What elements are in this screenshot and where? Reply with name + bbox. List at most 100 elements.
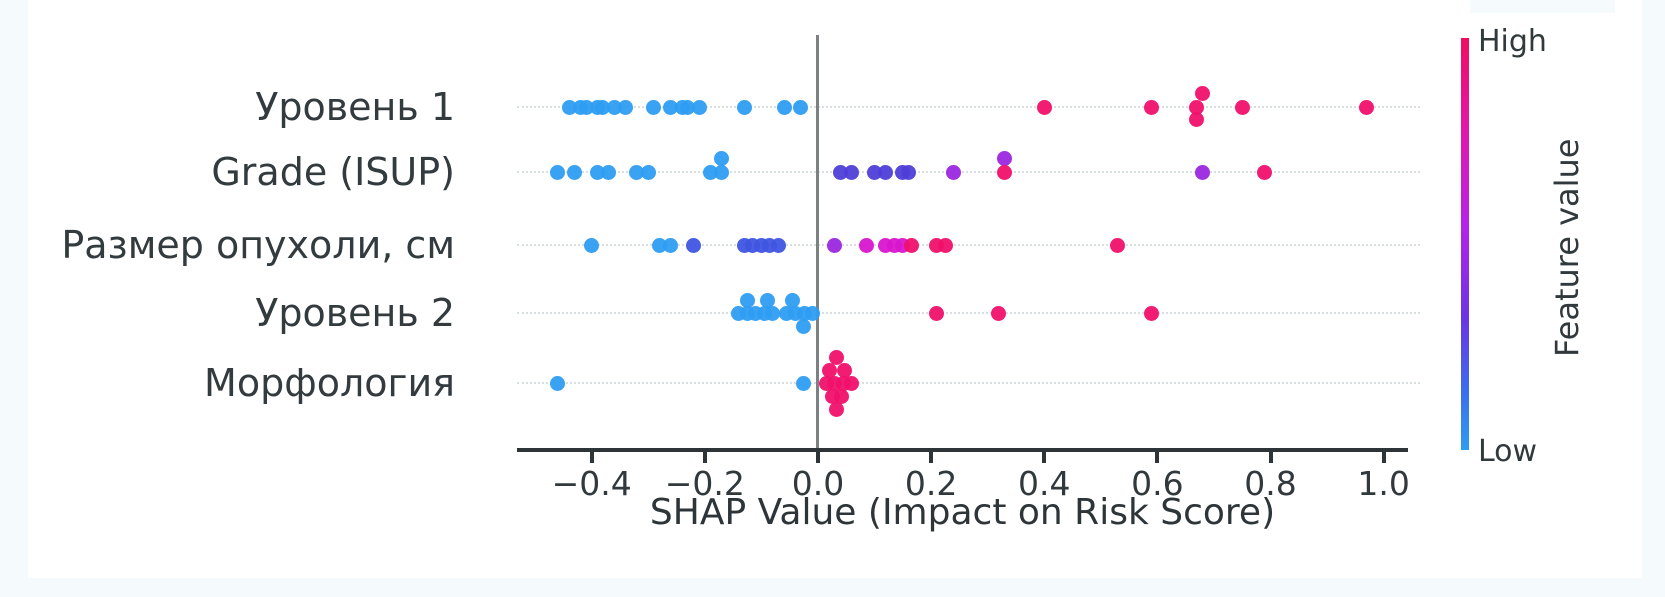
x-tick-label: 0.6 — [1131, 464, 1184, 503]
shap-point — [686, 237, 701, 253]
x-tick-mark — [702, 450, 707, 463]
shap-point — [776, 99, 792, 115]
shap-point — [1234, 99, 1250, 115]
shap-point — [652, 237, 668, 253]
y-axis-label: Морфология — [204, 361, 455, 405]
shap-point — [589, 164, 605, 180]
shap-point — [878, 164, 894, 180]
shap-point — [997, 164, 1013, 180]
shap-point — [759, 292, 775, 308]
x-tick-mark — [589, 450, 594, 463]
shap-point — [834, 388, 850, 404]
gridline — [517, 244, 1420, 246]
shap-point — [606, 99, 622, 115]
edge-tint-top-right — [1470, 0, 1615, 13]
x-tick-label: −0.2 — [664, 464, 745, 503]
x-tick-label: 1.0 — [1357, 464, 1410, 503]
shap-point — [844, 375, 860, 391]
shap-point — [844, 164, 860, 180]
shap-point — [739, 292, 755, 308]
colorbar-title: Feature value — [1548, 138, 1586, 358]
shap-point — [550, 375, 566, 391]
x-tick-mark — [1155, 450, 1160, 463]
shap-point — [1359, 99, 1375, 115]
shap-point — [1036, 99, 1052, 115]
shap-point — [601, 164, 617, 180]
shap-point — [1144, 305, 1160, 321]
shap-point — [663, 237, 679, 253]
shap-point — [702, 164, 718, 180]
shap-point — [833, 164, 849, 180]
shap-point — [867, 164, 883, 180]
gridline — [517, 312, 1420, 314]
x-tick-mark — [929, 450, 934, 463]
shap-point — [663, 99, 679, 115]
gridline — [517, 106, 1420, 108]
x-axis-spine — [517, 448, 1408, 452]
shap-point — [561, 99, 577, 115]
x-tick-label: 0.2 — [904, 464, 958, 503]
shap-point — [858, 237, 874, 253]
shap-point — [1144, 99, 1160, 115]
shap-point — [765, 305, 781, 321]
shap-point — [584, 237, 600, 253]
shap-point — [829, 349, 845, 365]
shap-point — [1189, 111, 1205, 127]
x-tick-label: 0.4 — [1017, 464, 1071, 503]
edge-tint-bottom — [0, 578, 1665, 597]
y-axis-label: Размер опухоли, см — [61, 223, 455, 267]
shap-point — [804, 305, 820, 321]
edge-tint-right — [1642, 0, 1665, 597]
shap-point — [640, 164, 656, 180]
y-axis-label: Уровень 1 — [255, 85, 455, 129]
edge-tint-left — [0, 0, 28, 597]
shap-point — [1195, 164, 1211, 180]
x-tick-mark — [1381, 450, 1386, 463]
shap-point — [903, 237, 919, 253]
shap-point — [567, 164, 583, 180]
shap-point — [929, 305, 945, 321]
colorbar-high-label: High — [1478, 24, 1547, 59]
shap-point — [796, 375, 812, 391]
zero-line — [816, 35, 820, 450]
x-tick-label: 0.0 — [791, 464, 845, 503]
shap-point — [997, 150, 1013, 166]
shap-point — [680, 99, 696, 115]
shap-point — [714, 150, 730, 166]
x-tick-label: −0.4 — [551, 464, 632, 503]
shap-point — [578, 99, 594, 115]
shap-point — [595, 99, 611, 115]
shap-point — [714, 164, 730, 180]
shap-point — [1257, 164, 1273, 180]
shap-point — [827, 237, 843, 253]
shap-point — [795, 318, 811, 334]
shap-point — [1110, 237, 1126, 253]
shap-point — [829, 401, 845, 417]
shap-point — [937, 237, 953, 253]
colorbar-low-label: Low — [1478, 434, 1538, 469]
x-tick-mark — [815, 450, 820, 463]
colorbar-gradient — [1461, 38, 1469, 450]
shap-point — [793, 99, 809, 115]
shap-point — [618, 99, 634, 115]
y-axis-label: Grade (ISUP) — [211, 150, 455, 194]
x-tick-mark — [1268, 450, 1273, 463]
shap-point — [991, 305, 1007, 321]
shap-point — [629, 164, 645, 180]
shap-point — [770, 237, 786, 253]
x-tick-mark — [1042, 450, 1047, 463]
y-axis-label: Уровень 2 — [255, 291, 455, 335]
shap-point — [900, 164, 916, 180]
gridline — [517, 171, 1420, 173]
x-axis-title: SHAP Value (Impact on Risk Score) — [649, 492, 1276, 533]
shap-point — [550, 164, 566, 180]
shap-point — [646, 99, 662, 115]
shap-point — [691, 99, 707, 115]
shap-point — [1195, 85, 1211, 101]
shap-point — [946, 164, 962, 180]
gridline — [517, 382, 1420, 384]
shap-point — [785, 292, 800, 308]
shap-point — [821, 362, 837, 378]
shap-point — [736, 99, 752, 115]
